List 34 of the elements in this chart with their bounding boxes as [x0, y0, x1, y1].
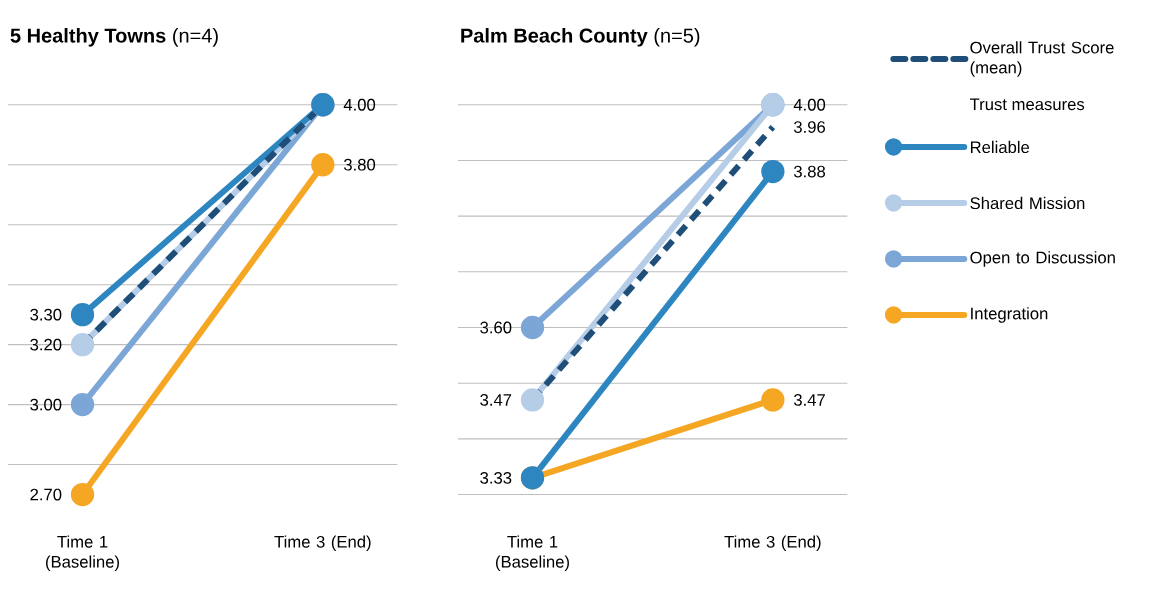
point [70, 302, 95, 327]
legend-label: Integration [971, 307, 1048, 323]
x-tick-label: Time 1 (Baseline) [46, 535, 119, 571]
legend-label: Reliable [970, 140, 1030, 154]
x-tick-label: Time 3 (End) [724, 535, 821, 551]
point [70, 392, 95, 417]
legend-label: Overall Trust Score (mean) [970, 41, 1114, 77]
data-label: 3.60 [480, 321, 512, 334]
point [761, 159, 785, 184]
data-label: 3.80 [343, 158, 376, 171]
point [520, 315, 545, 340]
chart-title: Palm Beach County (n=5) [461, 27, 700, 47]
point [311, 153, 335, 177]
point [70, 332, 95, 357]
point [70, 482, 95, 507]
data-label: 3.20 [30, 338, 62, 351]
data-label: 3.96 [793, 121, 826, 133]
legend-title: Trust measures [969, 98, 1085, 111]
legend-label: Shared Mission [970, 196, 1085, 210]
x-tick-label: Time 3 (End) [274, 535, 371, 551]
data-label: 3.88 [793, 165, 826, 178]
point [761, 388, 785, 412]
data-label: 3.33 [480, 471, 512, 484]
data-label: 3.47 [480, 394, 512, 406]
point [520, 388, 545, 412]
chart-title: 5 Healthy Towns (n=4) [10, 27, 218, 47]
legend-label: Open to Discussion [970, 251, 1115, 267]
data-label: 3.00 [30, 398, 62, 411]
data-label: 4.00 [793, 98, 826, 111]
data-label: 2.70 [30, 488, 62, 501]
x-tick-label: Time 1 (Baseline) [496, 535, 569, 571]
data-label: 3.30 [30, 308, 62, 321]
data-label: 3.47 [793, 394, 825, 406]
data-label: 4.00 [343, 98, 376, 111]
